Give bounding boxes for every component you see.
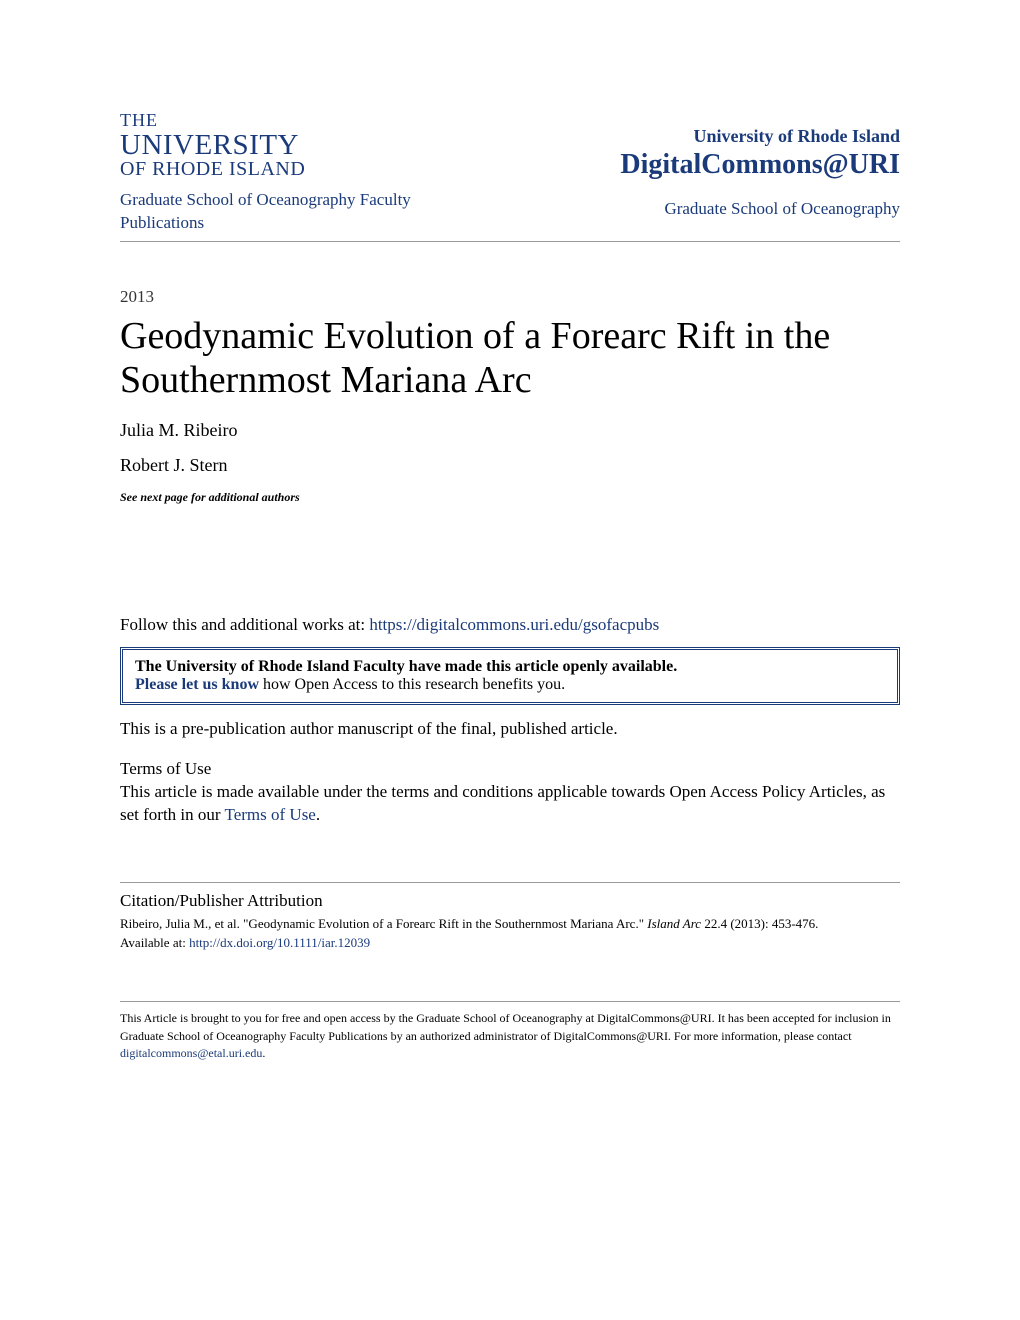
university-name-link[interactable]: University of Rhode Island [620, 126, 900, 147]
terms-heading: Terms of Use [120, 759, 900, 779]
header-right: University of Rhode Island DigitalCommon… [620, 126, 900, 181]
footer-text: This Article is brought to you for free … [120, 1010, 900, 1062]
citation-divider [120, 882, 900, 883]
logo-the: THE [120, 110, 305, 131]
footer-prefix: This Article is brought to you for free … [120, 1011, 891, 1042]
article-title: Geodynamic Evolution of a Forearc Rift i… [120, 315, 900, 402]
please-let-us-know-link[interactable]: Please let us know [135, 676, 259, 693]
digital-commons-link[interactable]: DigitalCommons@URI [620, 149, 900, 181]
contact-email-link[interactable]: digitalcommons@etal.uri.edu [120, 1046, 262, 1060]
doi-link[interactable]: http://dx.doi.org/10.1111/iar.12039 [189, 935, 370, 950]
citation-text: Ribeiro, Julia M., et al. "Geodynamic Ev… [120, 915, 900, 933]
journal-name: Island Arc [647, 916, 701, 931]
terms-body: This article is made available under the… [120, 781, 900, 827]
citation-heading: Citation/Publisher Attribution [120, 891, 900, 911]
breadcrumb-nav: Graduate School of Oceanography Faculty … [120, 189, 900, 242]
available-label: Available at: [120, 935, 189, 950]
collection-url-link[interactable]: https://digitalcommons.uri.edu/gsofacpub… [369, 615, 659, 634]
prepublication-note: This is a pre-publication author manuscr… [120, 719, 900, 739]
follow-prefix: Follow this and additional works at: [120, 615, 369, 634]
available-at: Available at: http://dx.doi.org/10.1111/… [120, 935, 900, 951]
publication-year: 2013 [120, 287, 900, 307]
open-access-box: The University of Rhode Island Faculty h… [120, 647, 900, 705]
school-link[interactable]: Graduate School of Oceanography [664, 189, 900, 219]
open-access-line2: Please let us know how Open Access to th… [135, 676, 885, 694]
logo-of-rhode-island: OF RHODE ISLAND [120, 158, 305, 181]
author-name: Robert J. Stern [120, 455, 900, 476]
footer-suffix: . [262, 1046, 265, 1060]
follow-works-line: Follow this and additional works at: htt… [120, 615, 900, 635]
collection-link[interactable]: Graduate School of Oceanography Faculty … [120, 189, 460, 235]
author-name: Julia M. Ribeiro [120, 420, 900, 441]
open-access-statement: The University of Rhode Island Faculty h… [135, 658, 885, 676]
footer-divider [120, 1001, 900, 1002]
citation-prefix: Ribeiro, Julia M., et al. "Geodynamic Ev… [120, 916, 647, 931]
institution-logo[interactable]: THE UNIVERSITY OF RHODE ISLAND [120, 110, 305, 181]
open-access-rest: how Open Access to this research benefit… [259, 676, 565, 693]
citation-suffix: 22.4 (2013): 453-476. [701, 916, 818, 931]
terms-of-use-link[interactable]: Terms of Use [225, 805, 316, 824]
see-next-page-note: See next page for additional authors [120, 490, 900, 505]
terms-suffix: . [316, 805, 320, 824]
header-row: THE UNIVERSITY OF RHODE ISLAND Universit… [120, 110, 900, 181]
